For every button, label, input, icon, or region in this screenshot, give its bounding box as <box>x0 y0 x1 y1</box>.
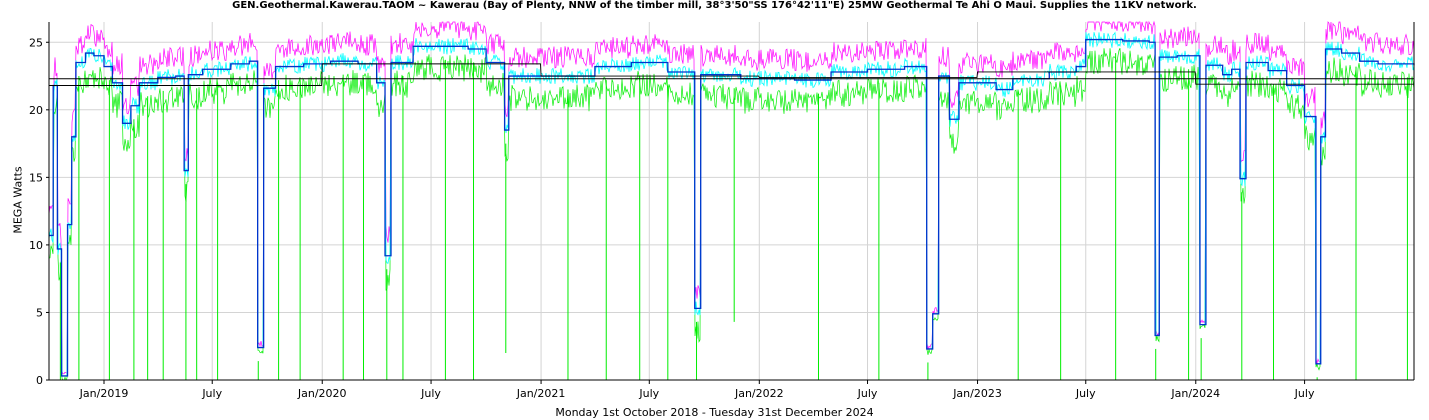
y-tick-label: 25 <box>29 36 43 49</box>
series-weekly-mean-line <box>49 38 1415 377</box>
series-annual-mean-line <box>49 63 1414 86</box>
x-tick-label: Jan/2021 <box>516 387 566 400</box>
chart-title: GEN.Geothermal.Kawerau.TAOM ~ Kawerau (B… <box>232 0 1197 11</box>
series-min-line <box>48 48 1415 381</box>
y-tick-label: 20 <box>29 104 43 117</box>
x-tick-label: July <box>420 387 441 400</box>
x-tick-label: July <box>1075 387 1096 400</box>
series-mean-line <box>48 31 1415 377</box>
series-layer <box>48 20 1415 381</box>
y-tick-label: 0 <box>36 374 43 387</box>
y-tick-label: 10 <box>29 239 43 252</box>
x-tick-label: Jan/2022 <box>734 387 784 400</box>
axes: 0 5 10 15 20 25 Jan/2019 July Jan/2020 July Jan/20… <box>29 22 1415 400</box>
x-tick-label: July <box>638 387 659 400</box>
reference-lines <box>49 63 1414 86</box>
x-tick-label: Jan/2019 <box>79 387 129 400</box>
x-tick-label: July <box>1294 387 1315 400</box>
x-tick-label: July <box>857 387 878 400</box>
y-tick-label: 5 <box>36 306 43 319</box>
x-tick-label: Jan/2024 <box>1170 387 1220 400</box>
x-tick-label: Jan/2020 <box>297 387 347 400</box>
x-axis-label: Monday 1st October 2018 - Tuesday 31st D… <box>555 406 874 419</box>
y-tick-label: 15 <box>29 171 43 184</box>
x-tick-label: Jan/2023 <box>952 387 1002 400</box>
series-max-line <box>48 20 1415 375</box>
x-tick-label: July <box>201 387 222 400</box>
